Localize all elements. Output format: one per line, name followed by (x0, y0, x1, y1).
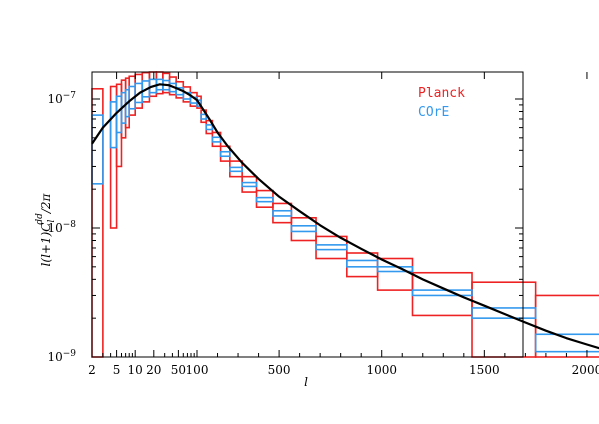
planck-bin (229, 160, 243, 178)
core-bin (109, 101, 118, 149)
core-bin (196, 99, 202, 107)
x-tick-label: 500 (268, 363, 291, 377)
planck-bin (471, 281, 537, 358)
tick-group: 2 5 10 20 50 100 500 1000 1500 2000 10−9 10−8 10−7 (47, 72, 599, 377)
planck-bin (534, 294, 599, 358)
x-tick-label: 20 (146, 363, 161, 377)
x-tick-label: 10 (128, 363, 143, 377)
x-tick-label: 1500 (469, 363, 500, 377)
core-bin (255, 196, 274, 203)
legend: Planck COrE (418, 86, 465, 120)
planck-bin (272, 202, 293, 224)
core-bin (534, 333, 599, 353)
x-tick-label: 50 (171, 363, 186, 377)
core-bin (219, 150, 231, 158)
planck-bin (241, 175, 258, 193)
x-tick-label: 1000 (366, 363, 397, 377)
axis-labels-group: l l(l+1)Cldd/2π (35, 192, 308, 389)
core-bin (346, 259, 379, 268)
core-bin (91, 114, 104, 185)
theory-curve-group (91, 83, 599, 350)
theory-curve (91, 83, 599, 350)
x-tick-label: 2 (88, 363, 96, 377)
core-bin (315, 244, 348, 251)
planck-bin (376, 257, 414, 291)
core-bin (200, 113, 208, 120)
x-axis-label: l (304, 375, 308, 389)
y-axis-label: l(l+1)Cldd/2π (35, 192, 57, 266)
core-bin (471, 307, 537, 319)
core-bin (211, 136, 222, 143)
plot-frame-group (91, 71, 524, 358)
planck-bin (109, 85, 118, 229)
core-bin (290, 225, 317, 233)
x-tick-label: 100 (186, 363, 209, 377)
x-tick-label: 5 (113, 363, 121, 377)
x-tick-label: 2000 (572, 363, 599, 377)
legend-item-planck: Planck (418, 86, 465, 101)
core-bin (241, 181, 258, 188)
plot-frame (91, 71, 524, 358)
legend-item-core: COrE (418, 105, 449, 120)
core-bin (205, 124, 214, 131)
planck-bin (255, 189, 274, 208)
y-tick-label: 10−7 (47, 91, 76, 106)
core-bin (411, 289, 473, 297)
core-bin (229, 166, 243, 173)
planck-bin (346, 252, 379, 278)
core-bin (272, 209, 293, 217)
y-tick-label: 10−8 (47, 220, 76, 235)
y-tick-label: 10−9 (47, 349, 76, 364)
